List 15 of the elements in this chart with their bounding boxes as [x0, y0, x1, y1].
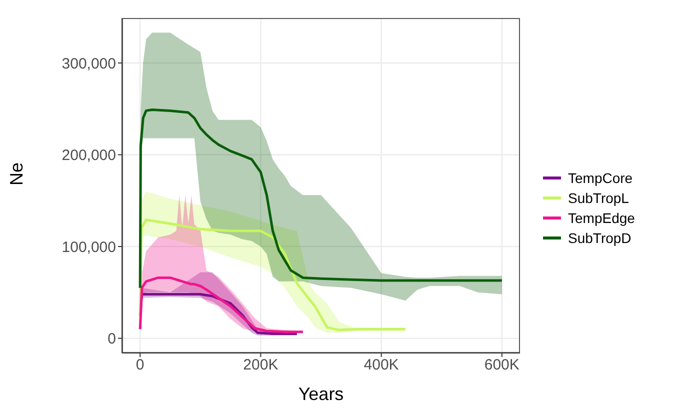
y-tick-label: 0 [108, 330, 116, 348]
legend-label: SubTropL [568, 190, 629, 206]
x-tick-label: 200K [243, 356, 278, 374]
y-axis-title: Ne [6, 162, 26, 186]
y-tick-label: 300,000 [62, 55, 116, 72]
x-tick-label: 0 [136, 356, 144, 374]
legend-label: SubTropD [568, 230, 632, 246]
x-tick-label: 400K [364, 356, 399, 374]
legend-label: TempEdge [568, 210, 635, 226]
line-series [138, 108, 504, 290]
y-tick-label: 200,000 [62, 147, 116, 164]
x-tick-label: 600K [484, 356, 520, 374]
x-axis-title: Years [298, 384, 344, 404]
y-tick-label: 100,000 [62, 238, 116, 256]
legend-label: TempCore [568, 170, 633, 186]
